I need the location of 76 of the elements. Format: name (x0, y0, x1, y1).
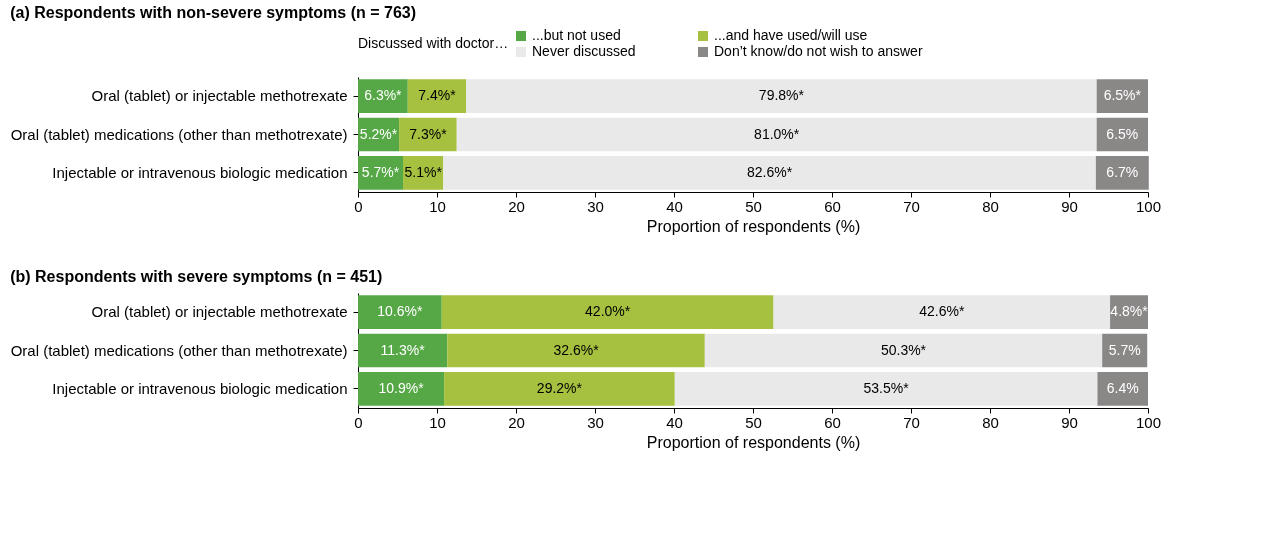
legend-label: ...but not used (532, 27, 621, 43)
x-tick-label: 50 (745, 197, 762, 215)
x-tick-label: 10 (429, 413, 446, 431)
data-label: 7.4%* (418, 87, 457, 104)
y-tick-label: Oral (tablet) or injectable methotrexate (91, 303, 348, 321)
bar (466, 79, 1097, 114)
bar (447, 333, 705, 368)
legend-label: Don’t know/do not wish to answer (714, 43, 923, 59)
data-label: 5.7% (1108, 341, 1141, 358)
data-label: 82.6%* (747, 163, 793, 180)
y-tick-label: Oral (tablet) or injectable methotrexate (91, 87, 348, 105)
legend-label: ...and have used/will use (714, 27, 868, 43)
x-tick-label: 0 (354, 197, 363, 215)
x-tick-label: 20 (508, 413, 525, 431)
y-tick-label: Injectable or intravenous biologic medication (52, 163, 348, 181)
data-label: 32.6%* (553, 341, 600, 358)
data-label: 5.7%* (361, 163, 400, 180)
x-tick-label: 40 (666, 197, 683, 215)
x-tick-label: 60 (824, 197, 841, 215)
x-tick-label: 70 (903, 197, 920, 215)
x-tick-label: 20 (508, 197, 525, 215)
x-tick-label: 30 (587, 197, 604, 215)
data-label: 50.3%* (880, 341, 927, 358)
bar (456, 117, 1097, 152)
bar (444, 371, 675, 406)
x-tick-label: 60 (824, 413, 841, 431)
x-axis-title: Proportion of respondents (%) (646, 217, 861, 235)
data-label: 6.4% (1106, 379, 1139, 396)
text: (a) Respondents with non-severe symptoms (n = 763) (10, 4, 417, 21)
bar (407, 79, 467, 114)
data-label: 79.8%* (758, 87, 805, 104)
legend-label: Never discussed (532, 43, 636, 59)
bar (1097, 371, 1148, 406)
x-tick-label: 70 (903, 413, 920, 431)
data-label: 7.3%* (409, 125, 448, 142)
x-axis-title: Proportion of respondents (%) (646, 433, 861, 451)
x-tick-label: 0 (354, 413, 363, 431)
y-tick-label: Oral (tablet) medications (other than methotrexate) (10, 341, 348, 359)
data-label: 10.6%* (377, 303, 423, 320)
x-tick-label: 100 (1135, 413, 1162, 431)
data-label: 42.0%* (585, 303, 631, 320)
data-label: 5.1%* (404, 163, 443, 180)
x-tick-label: 10 (429, 197, 446, 215)
x-tick-label: 40 (666, 413, 683, 431)
x-tick-label: 80 (982, 197, 999, 215)
data-label: 6.7% (1106, 163, 1139, 180)
bar (358, 295, 442, 330)
bar (358, 371, 445, 406)
bar (674, 371, 1098, 406)
x-tick-label: 50 (745, 413, 762, 431)
bar (773, 295, 1111, 330)
data-label: 53.5%* (863, 379, 910, 396)
x-tick-label: 100 (1135, 197, 1162, 215)
x-tick-label: 30 (587, 413, 604, 431)
data-label: 11.3%* (380, 341, 426, 358)
x-tick-label: 90 (1061, 197, 1078, 215)
legend-title: Discussed with doctor… (358, 35, 509, 51)
data-label: 6.5%* (1103, 87, 1142, 104)
bar (441, 295, 774, 330)
bar (1095, 155, 1149, 190)
data-label: 10.9%* (378, 379, 425, 396)
text: (b) Respondents with severe symptoms (n = 451) (10, 268, 383, 285)
x-tick-label: 80 (982, 413, 999, 431)
bar (704, 333, 1103, 368)
bar (443, 155, 1096, 190)
data-label: 6.3%* (364, 87, 403, 104)
data-label: 5.2%* (359, 125, 398, 142)
bar (358, 333, 448, 368)
data-label: 4.8%* (1110, 303, 1149, 320)
data-label: 81.0%* (754, 125, 800, 142)
y-tick-label: Oral (tablet) medications (other than methotrexate) (10, 125, 348, 143)
x-tick-label: 90 (1061, 413, 1078, 431)
data-label: 6.5% (1106, 125, 1139, 142)
data-label: 42.6%* (919, 303, 965, 320)
y-tick-label: Injectable or intravenous biologic medication (52, 379, 348, 397)
data-label: 29.2%* (536, 379, 583, 396)
